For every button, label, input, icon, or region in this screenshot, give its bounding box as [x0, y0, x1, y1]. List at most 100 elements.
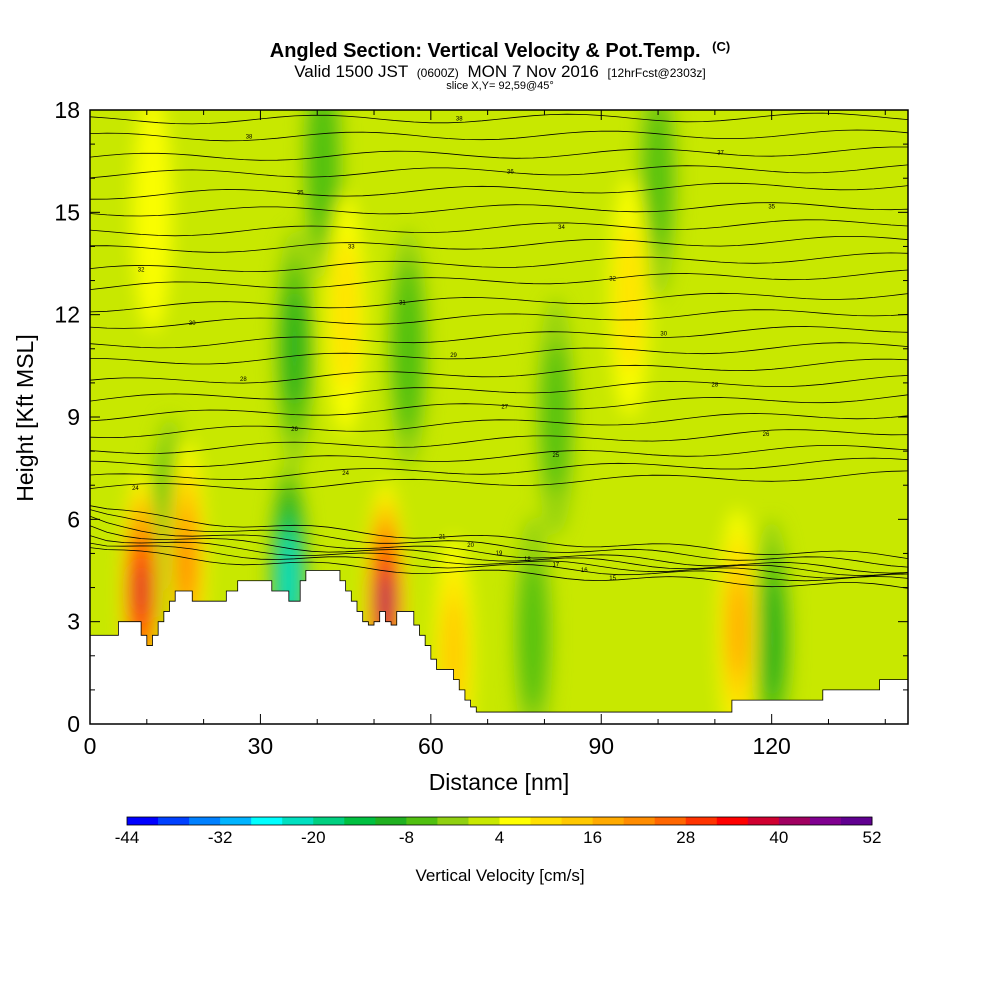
terrain [90, 570, 908, 724]
updraft-cell [132, 110, 173, 333]
y-tick-label: 0 [67, 711, 80, 737]
theta-contour [90, 309, 908, 329]
theta-contour-label: 19 [496, 551, 503, 557]
colorbar-swatch [375, 817, 407, 825]
downdraft-cell [397, 291, 419, 406]
theta-contour [90, 252, 908, 273]
theta-contour-label: 31 [399, 301, 406, 307]
updraft-cell [178, 520, 195, 601]
colorbar-tick-label: -20 [301, 828, 326, 847]
y-tick-label: 12 [54, 302, 80, 328]
colorbar-swatch [623, 817, 656, 825]
theta-contour [90, 342, 908, 365]
colorbar-swatch [499, 817, 532, 825]
theta-contour-label: 38 [246, 135, 253, 141]
updraft-cell [728, 581, 747, 676]
theta-contour-label: 36 [507, 169, 514, 175]
theta-contour-label: 27 [501, 405, 508, 411]
colorbar-swatch [592, 817, 625, 825]
colorbar: -44 -32 -20 -8 4 16 28 40 52 [115, 816, 881, 847]
theta-contour [90, 164, 908, 179]
colorbar-swatch [344, 817, 376, 825]
theta-contour [90, 219, 908, 237]
colorbar-swatch [468, 817, 500, 825]
chart-title-unit: (C) [712, 39, 730, 54]
downdraft-cell [760, 581, 783, 696]
theta-contour-label: 28 [712, 382, 719, 388]
theta-contour [90, 457, 908, 480]
theta-contour [90, 515, 908, 574]
x-axis: 0 30 60 90 120 [84, 110, 886, 759]
colorbar-swatch [654, 817, 687, 825]
y-tick-label: 3 [67, 609, 80, 635]
theta-contour [90, 429, 908, 455]
y-axis-label: Height [Kft MSL] [12, 334, 38, 501]
theta-contour-label: 24 [132, 486, 139, 492]
x-tick-label: 120 [752, 733, 790, 759]
y-tick-label: 6 [67, 506, 80, 532]
chart-title: Angled Section: Vertical Velocity & Pot.… [270, 39, 730, 62]
valid-zulu: (0600Z) [417, 66, 459, 80]
colorbar-tick-label: -8 [399, 828, 414, 847]
theta-contour-label: 15 [609, 576, 616, 582]
colorbar-tick-label: 16 [583, 828, 602, 847]
theta-contour [90, 202, 908, 217]
colorbar-swatch [716, 817, 749, 825]
colorbar-swatch [530, 817, 563, 825]
colorbar-tick-label: -44 [115, 828, 140, 847]
valid-date: MON 7 Nov 2016 [467, 62, 598, 81]
theta-contour-label: 35 [768, 205, 775, 211]
theta-contour [90, 444, 908, 468]
colorbar-swatch [220, 817, 252, 825]
theta-contour-label: 35 [297, 191, 304, 197]
chart-title-main: Angled Section: Vertical Velocity & Pot.… [270, 40, 701, 62]
slice-label: slice X,Y= 92,59@45° [446, 80, 554, 92]
downdraft-cell [542, 341, 570, 493]
updraft-cell [616, 221, 644, 374]
chart-subtitle: Valid 1500 JST (0600Z) MON 7 Nov 2016 [1… [294, 62, 706, 81]
theta-contour [90, 235, 908, 253]
theta-contour-label: 30 [660, 331, 667, 337]
forecast-label: [12hrFcst@2303z] [608, 66, 706, 80]
x-tick-label: 0 [84, 733, 97, 759]
x-tick-label: 60 [418, 733, 444, 759]
theta-contour-label: 26 [291, 427, 298, 433]
colorbar-swatch [561, 817, 594, 825]
theta-contour-label: 29 [450, 353, 457, 359]
theta-contour-label: 38 [456, 117, 463, 123]
theta-contour [90, 129, 908, 142]
theta-contour [90, 326, 908, 349]
theta-contour [90, 182, 908, 200]
theta-contour-label: 25 [552, 453, 559, 459]
colorbar-label: Vertical Velocity [cm/s] [415, 866, 584, 885]
colorbar-frame [126, 816, 873, 826]
colorbar-swatch [840, 817, 873, 825]
colorbar-swatch [127, 817, 159, 825]
theta-contour [90, 413, 908, 439]
theta-contour [90, 146, 908, 161]
x-tick-label: 90 [588, 733, 614, 759]
theta-contour-label: 16 [581, 568, 588, 574]
colorbar-tick-label: 4 [495, 828, 504, 847]
theta-contour [90, 269, 908, 290]
colorbar-swatch [437, 817, 469, 825]
theta-contour [90, 375, 908, 402]
downdraft-cell [519, 559, 547, 712]
theta-contour-label: 37 [717, 150, 724, 156]
theta-contour-label: 32 [138, 267, 145, 273]
colorbar-swatch [685, 817, 718, 825]
plot-area: 24 24 25 26 26 27 28 28 29 30 30 31 32 32 33 34 35 35 36 37… [90, 110, 908, 724]
theta-contour [90, 547, 908, 589]
theta-contour-label: 33 [348, 245, 355, 251]
updraft-cell [134, 563, 148, 619]
theta-contour-label: 34 [558, 225, 565, 231]
theta-contour [90, 525, 908, 576]
colorbar-tick-label: -32 [208, 828, 233, 847]
theta-contour-label: 20 [467, 543, 474, 549]
theta-contour [90, 535, 908, 579]
theta-contour [90, 358, 908, 384]
colorbar-swatch [406, 817, 438, 825]
theta-contour-label: 21 [439, 535, 446, 541]
